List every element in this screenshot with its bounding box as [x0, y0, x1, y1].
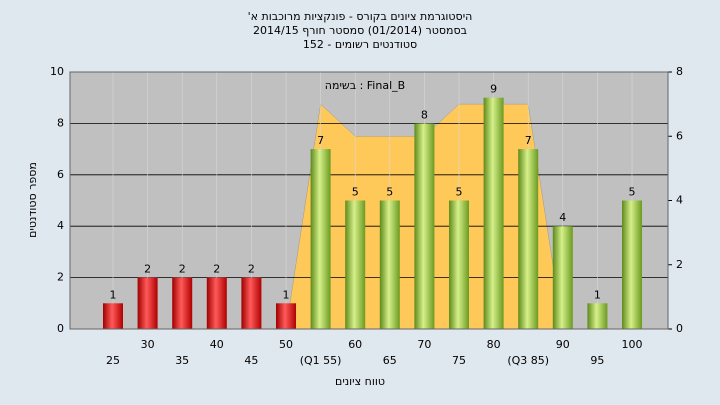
bar [587, 303, 608, 329]
data-label: 2 [213, 263, 220, 276]
x-tick-label: 70 [417, 338, 431, 351]
bar [206, 277, 227, 329]
bar [103, 303, 123, 329]
data-label: 5 [386, 186, 393, 199]
x-tick-label: 90 [556, 338, 570, 351]
plot-border [69, 71, 669, 330]
y-tick-label: 2 [57, 271, 64, 284]
data-label: 1 [594, 288, 601, 301]
bar [276, 303, 296, 329]
bar [518, 149, 539, 329]
x-tick-label: 35 [175, 354, 189, 367]
y-axis-label: מספר סטודנטים [26, 162, 39, 238]
x-tick-label: 65 [383, 354, 397, 367]
x-tick-label: 100 [622, 338, 643, 351]
y-tick-label: 6 [57, 168, 64, 181]
y-tick-label: 8 [57, 116, 64, 129]
bar [172, 277, 193, 329]
bar [310, 149, 331, 329]
y-tick-label: 0 [57, 322, 64, 335]
x-tick-label: 60 [348, 338, 362, 351]
data-label: 7 [317, 134, 324, 147]
data-label: 9 [490, 83, 497, 96]
data-label: 2 [179, 263, 186, 276]
y2-tick-label: 6 [676, 129, 683, 142]
annotation: Final_B : בשימה [325, 79, 405, 92]
bar [449, 200, 469, 329]
x-tick-label: 80 [487, 338, 501, 351]
x-tick-label: 30 [141, 338, 155, 351]
data-label: 7 [525, 134, 532, 147]
bar [137, 277, 158, 329]
bar [414, 123, 435, 330]
data-label: 1 [283, 288, 290, 301]
chart-subtitle: סטודנטים רשומים - 152 [303, 38, 417, 51]
x-tick-label: (Q3 85) [507, 354, 549, 367]
data-label: 1 [110, 288, 117, 301]
y2-tick-label: 0 [676, 322, 683, 335]
bar [241, 277, 262, 329]
chart-title: היסטוגרמת ציונים בקורס - פונקציות מרוכבו… [248, 10, 473, 23]
x-tick-label: 95 [590, 354, 604, 367]
y2-tick-label: 4 [676, 194, 683, 207]
data-label: 5 [456, 186, 463, 199]
x-tick-label: 45 [244, 354, 258, 367]
y-tick-label: 4 [57, 219, 64, 232]
x-tick-label: 50 [279, 338, 293, 351]
data-label: 5 [352, 186, 359, 199]
y2-tick-label: 2 [676, 258, 683, 271]
data-label: 4 [559, 211, 566, 224]
y-tick-label: 10 [50, 65, 64, 78]
data-label: 5 [629, 186, 636, 199]
bar [622, 200, 642, 329]
x-tick-label: 75 [452, 354, 466, 367]
data-label: 2 [248, 263, 255, 276]
data-label: 8 [421, 108, 428, 121]
data-label: 2 [144, 263, 151, 276]
x-tick-label: (Q1 55) [300, 354, 342, 367]
chart-subtitle: בסמסטר (01/2014) סמסטר חורף 2014/15 [253, 24, 467, 37]
bar [345, 200, 366, 329]
bar [483, 97, 504, 329]
x-tick-label: 40 [210, 338, 224, 351]
y2-tick-label: 8 [676, 65, 683, 78]
x-tick-label: 25 [106, 354, 120, 367]
bar [379, 200, 400, 329]
x-axis-label: טווח ציונים [335, 375, 385, 388]
bar [552, 226, 573, 329]
